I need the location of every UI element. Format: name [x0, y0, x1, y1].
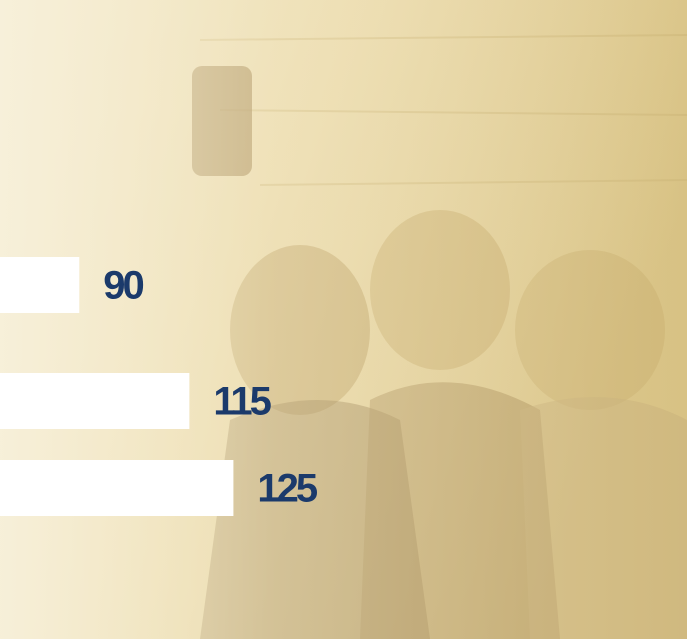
bar: [0, 257, 79, 313]
bar: [0, 460, 233, 516]
value-label: 90: [103, 264, 143, 308]
value-label: 125: [257, 467, 317, 511]
chart: 90 115 125: [0, 0, 687, 639]
background-photo: [0, 0, 687, 639]
bar: [0, 373, 189, 429]
value-label: 115: [213, 380, 271, 424]
